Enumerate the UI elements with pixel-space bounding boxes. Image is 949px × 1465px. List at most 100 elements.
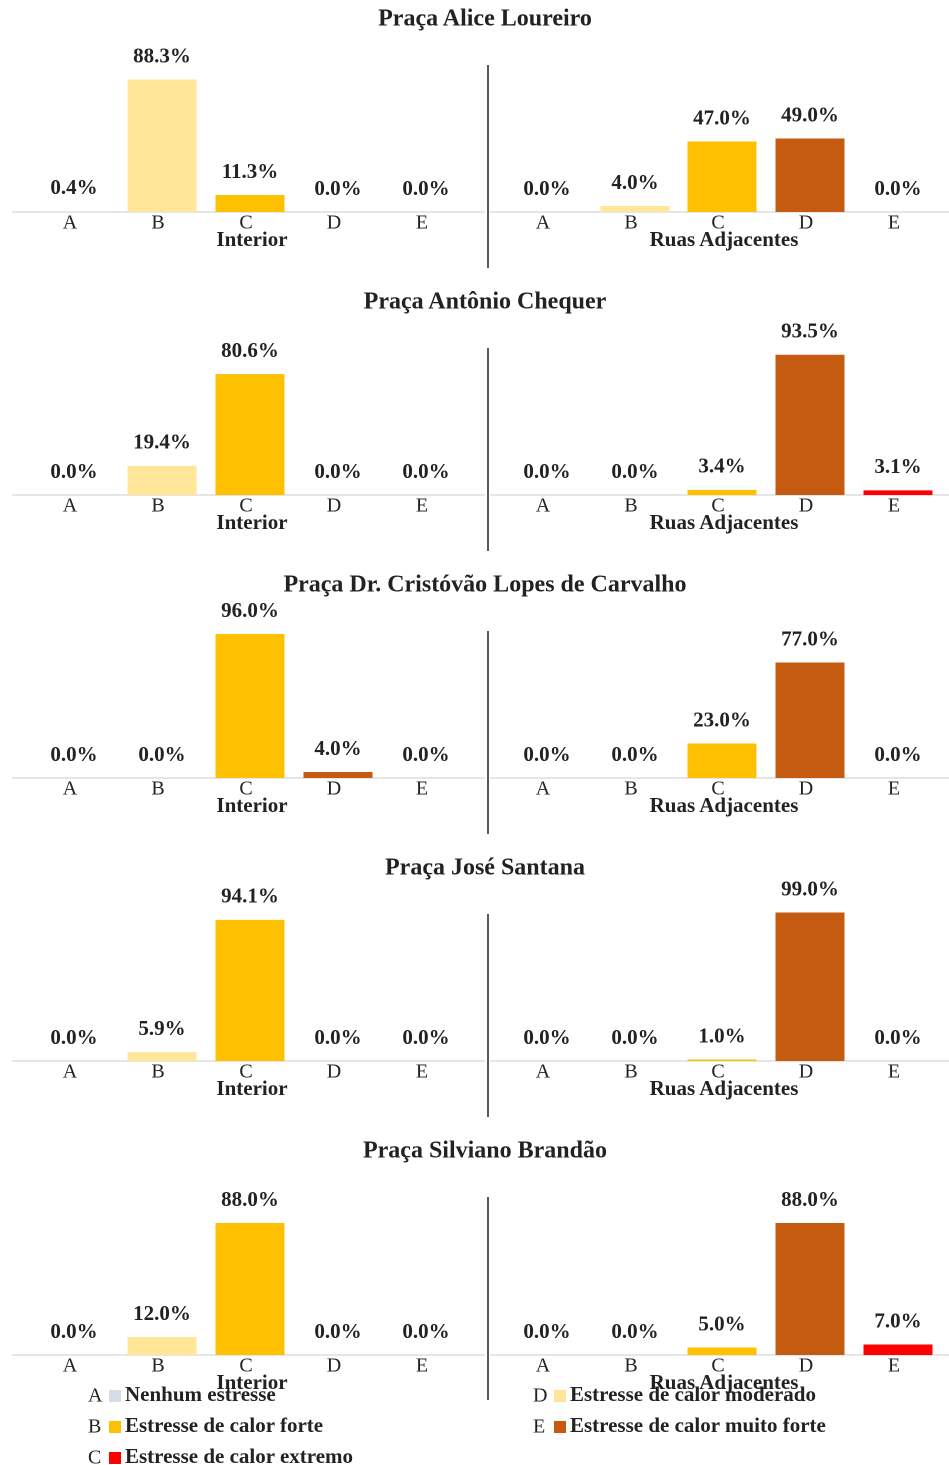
panel-title: Praça Antônio Chequer <box>364 289 607 315</box>
bar <box>303 772 373 778</box>
category-label: B <box>624 1355 637 1377</box>
category-label: C <box>711 778 724 800</box>
category-label: E <box>416 212 428 234</box>
bar <box>215 919 285 1061</box>
panel-title: Praça José Santana <box>385 855 585 881</box>
category-label: C <box>239 778 252 800</box>
category-label: D <box>327 495 341 517</box>
group-label: Interior <box>216 1370 287 1394</box>
value-label: 0.0% <box>402 1319 449 1343</box>
value-label: 93.5% <box>781 319 839 343</box>
value-label: 0.0% <box>50 742 97 766</box>
legend-swatch <box>109 1390 121 1402</box>
value-label: 94.1% <box>221 884 279 908</box>
category-label: C <box>711 212 724 234</box>
legend-letter: C <box>88 1447 101 1465</box>
category-label: D <box>799 1355 813 1377</box>
bar <box>215 195 285 212</box>
value-label: 80.6% <box>221 338 279 362</box>
value-label: 88.3% <box>133 43 191 67</box>
value-label: 0.0% <box>314 1319 361 1343</box>
category-label: C <box>239 495 252 517</box>
value-label: 7.0% <box>874 1308 921 1332</box>
bar <box>687 1347 757 1355</box>
bar <box>127 1052 197 1061</box>
value-label: 0.0% <box>523 1025 570 1049</box>
value-label: 0.0% <box>50 1025 97 1049</box>
bar <box>687 1059 757 1061</box>
bar <box>775 912 845 1061</box>
category-label: B <box>624 212 637 234</box>
value-label: 99.0% <box>781 876 839 900</box>
category-label: B <box>624 778 637 800</box>
category-label: A <box>63 495 78 517</box>
value-label: 0.0% <box>314 1025 361 1049</box>
bar <box>863 1344 933 1355</box>
value-label: 3.4% <box>698 454 745 478</box>
category-label: A <box>536 495 551 517</box>
value-label: 0.0% <box>314 459 361 483</box>
category-label: B <box>151 1355 164 1377</box>
category-label: C <box>239 1061 252 1083</box>
category-label: E <box>888 1061 900 1083</box>
category-label: D <box>327 1061 341 1083</box>
legend-label: Nenhum estresse <box>125 1382 276 1406</box>
category-label: E <box>888 495 900 517</box>
category-label: D <box>327 778 341 800</box>
group-label: Interior <box>216 793 287 817</box>
value-label: 96.0% <box>221 598 279 622</box>
legend-letter: E <box>533 1416 545 1438</box>
group-label: Ruas Adjacentes <box>650 227 799 251</box>
category-label: D <box>799 212 813 234</box>
panel-title: Praça Alice Loureiro <box>378 6 592 32</box>
value-label: 0.0% <box>874 176 921 200</box>
value-label: 0.0% <box>611 459 658 483</box>
category-label: B <box>151 495 164 517</box>
bar <box>687 489 757 495</box>
legend-label: Estresse de calor moderado <box>570 1382 816 1406</box>
category-label: E <box>888 1355 900 1377</box>
value-label: 19.4% <box>133 430 191 454</box>
value-label: 49.0% <box>781 102 839 126</box>
category-label: B <box>624 1061 637 1083</box>
legend-swatch <box>554 1421 566 1433</box>
bar <box>687 141 757 212</box>
legend-label: Estresse de calor forte <box>125 1413 323 1437</box>
value-label: 0.0% <box>50 459 97 483</box>
group-label: Interior <box>216 510 287 534</box>
bar <box>687 743 757 778</box>
category-label: E <box>416 1061 428 1083</box>
bar <box>127 465 197 495</box>
value-label: 0.0% <box>523 176 570 200</box>
category-label: D <box>327 212 341 234</box>
category-label: B <box>151 778 164 800</box>
bar <box>600 206 670 212</box>
category-label: B <box>151 212 164 234</box>
bar <box>215 1223 285 1355</box>
category-label: D <box>799 778 813 800</box>
group-label: Ruas Adjacentes <box>650 1076 799 1100</box>
category-label: B <box>624 495 637 517</box>
group-label: Interior <box>216 227 287 251</box>
category-label: E <box>888 778 900 800</box>
value-label: 88.0% <box>781 1187 839 1211</box>
category-label: E <box>416 778 428 800</box>
group-label: Interior <box>216 1076 287 1100</box>
value-label: 0.0% <box>523 1319 570 1343</box>
value-label: 88.0% <box>221 1187 279 1211</box>
value-label: 0.0% <box>402 176 449 200</box>
category-label: D <box>799 495 813 517</box>
bar <box>775 1223 845 1355</box>
category-label: D <box>327 1355 341 1377</box>
bar <box>215 374 285 495</box>
value-label: 0.0% <box>611 1319 658 1343</box>
value-label: 0.0% <box>314 176 361 200</box>
group-label: Ruas Adjacentes <box>650 793 799 817</box>
legend-letter: B <box>88 1416 101 1438</box>
category-label: B <box>151 1061 164 1083</box>
legend-swatch <box>109 1421 121 1433</box>
value-label: 1.0% <box>698 1023 745 1047</box>
category-label: C <box>711 495 724 517</box>
value-label: 23.0% <box>693 707 751 731</box>
value-label: 0.0% <box>523 459 570 483</box>
